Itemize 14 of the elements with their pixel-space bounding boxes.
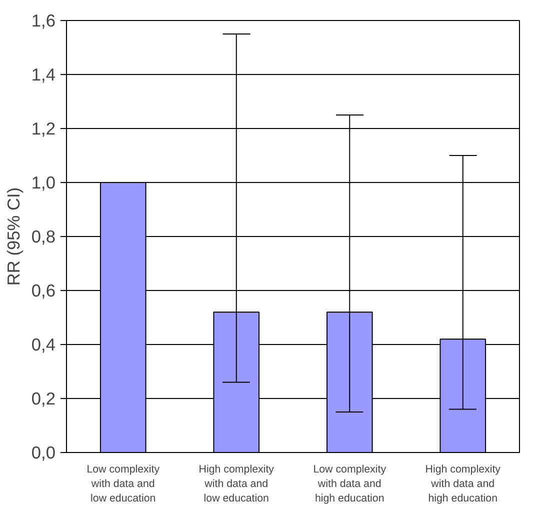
y-tick-label: 0,8 <box>31 226 56 246</box>
x-tick-label: Low complexity with data and high education <box>313 464 387 504</box>
y-tick-label: 1,2 <box>31 118 56 138</box>
x-tick-label: High complexity with data and low education <box>198 464 275 504</box>
x-tick-label: High complexity with data and high education <box>425 464 502 504</box>
y-tick-label: 1,6 <box>31 10 56 30</box>
x-tick-label: Low complexity with data and low education <box>86 464 160 504</box>
y-tick-label: 1,0 <box>31 172 56 192</box>
y-tick-label: 0,6 <box>31 280 56 300</box>
y-tick-label: 0,0 <box>31 442 56 462</box>
y-tick-label: 0,4 <box>31 334 56 354</box>
y-axis-title: RR (95% CI) <box>3 187 24 286</box>
y-tick-label: 1,4 <box>31 64 56 84</box>
y-tick-label: 0,2 <box>31 388 56 408</box>
